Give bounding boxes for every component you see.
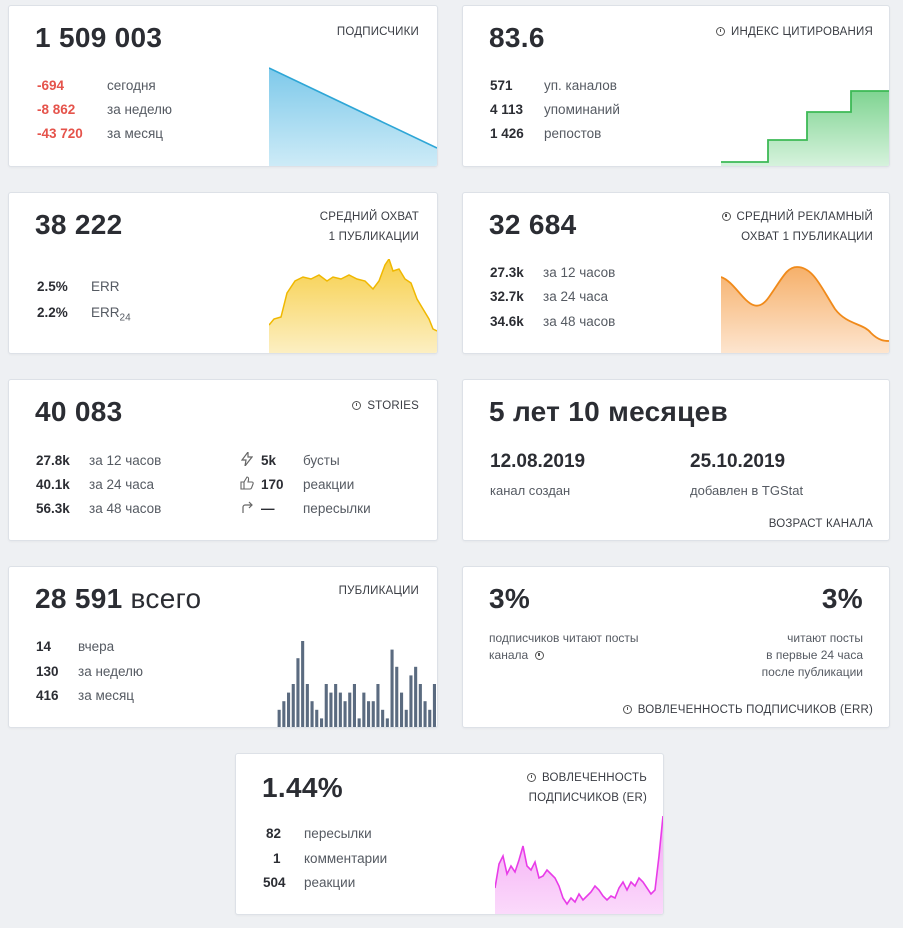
added-date: 25.10.2019: [690, 451, 786, 472]
engagement-er-caption: ВОВЛЕЧЕННОСТЬ ПОДПИСЧИКОВ (ER): [527, 772, 647, 804]
channel-age-card[interactable]: 5 лет 10 месяцев 12.08.2019 канал создан…: [462, 379, 890, 541]
publications-bar: [418, 684, 422, 727]
reach-caption: СРЕДНИЙ ОХВАТ 1 ПУБЛИКАЦИИ: [319, 211, 419, 243]
publications-bar: [320, 718, 324, 727]
publications-bar: [291, 684, 295, 727]
reach-card[interactable]: 38 222 СРЕДНИЙ ОХВАТ 1 ПУБЛИКАЦИИ 2.5% ERR…: [8, 192, 438, 354]
publications-bar: [390, 649, 394, 727]
publications-bar: [310, 701, 314, 727]
publications-bar: [343, 701, 347, 727]
publications-bar: [432, 684, 436, 727]
forward-arrow-icon: [241, 501, 254, 517]
thumbs-up-icon: [240, 476, 254, 493]
citation-card[interactable]: 83.6 ИНДЕКС ЦИТИРОВАНИЯ 571 уп. каналов 4…: [462, 5, 890, 167]
info-icon[interactable]: [527, 773, 537, 782]
publications-bar: [315, 709, 319, 727]
engagement-err-caption: ВОВЛЕЧЕННОСТЬ ПОДПИСЧИКОВ (ERR): [622, 700, 873, 720]
publications-bar-chart: [277, 641, 436, 727]
publications-bar: [414, 666, 418, 727]
publications-bar: [296, 658, 300, 727]
publications-bar: [301, 641, 305, 727]
err-left-value: 3%: [489, 583, 531, 614]
citation-sparkline: [721, 90, 889, 166]
subscribers-card[interactable]: 1 509 003 ПОДПИСЧИКИ -694 сегодня -8 862 з…: [8, 5, 438, 167]
publications-bar: [334, 684, 338, 727]
ad-reach-sparkline: [721, 266, 889, 353]
publications-bar: [329, 692, 333, 727]
citation-caption: ИНДЕКС ЦИТИРОВАНИЯ: [716, 22, 873, 42]
err-left-text: подписчиков читают посты канала: [489, 631, 639, 662]
publications-bar: [371, 701, 375, 727]
publications-bar: [381, 709, 385, 727]
ad-reach-caption: СРЕДНИЙ РЕКЛАМНЫЙ ОХВАТ 1 ПУБЛИКАЦИИ: [721, 207, 873, 247]
publications-bar: [376, 684, 380, 727]
publications-card[interactable]: 28 591 всего ПУБЛИКАЦИИ 14 вчера 130 за не…: [8, 566, 438, 728]
publications-bar: [282, 701, 286, 727]
er-sparkline: [495, 816, 663, 914]
publications-caption: ПУБЛИКАЦИИ: [338, 585, 419, 597]
subscribers-value: 1 509 003: [35, 22, 163, 53]
info-icon[interactable]: [721, 212, 731, 221]
ad-reach-card[interactable]: 32 684 СРЕДНИЙ РЕКЛАМНЫЙ ОХВАТ 1 ПУБЛИКА…: [462, 192, 890, 354]
info-icon[interactable]: [716, 27, 726, 36]
channel-age-caption: ВОЗРАСТ КАНАЛА: [768, 518, 873, 530]
engagement-err-card[interactable]: 3% подписчиков читают посты канала 3% чи…: [462, 566, 890, 728]
publications-bar: [277, 709, 281, 727]
publications-bar: [348, 692, 352, 727]
added-label: добавлен в TGStat: [690, 483, 804, 498]
publications-bar: [324, 684, 328, 727]
publications-bar: [357, 718, 361, 727]
publications-bar: [409, 675, 413, 727]
engagement-er-card[interactable]: 1.44% ВОВЛЕЧЕННОСТЬ ПОДПИСЧИКОВ (ER) 82 п…: [235, 753, 664, 915]
err-right-value: 3%: [821, 583, 863, 614]
publications-bar: [305, 684, 309, 727]
subscribers-caption: ПОДПИСЧИКИ: [336, 26, 419, 38]
info-icon[interactable]: [622, 705, 632, 714]
publications-bar: [395, 666, 399, 727]
publications-bar: [362, 692, 366, 727]
publications-bar: [423, 701, 427, 727]
channel-age-value: 5 лет 10 месяцев: [489, 396, 729, 427]
publications-bar: [338, 692, 342, 727]
publications-bar: [352, 684, 356, 727]
created-date: 12.08.2019: [490, 451, 586, 472]
subscribers-sparkline: [269, 67, 437, 166]
publications-value: 28 591 всего: [35, 583, 202, 614]
publications-bar: [385, 718, 389, 727]
publications-bar: [404, 709, 408, 727]
publications-bar: [287, 692, 291, 727]
stories-card[interactable]: 40 083 STORIES 27.8k за 12 часов 40.1k за …: [8, 379, 438, 541]
stories-value: 40 083: [35, 396, 123, 427]
stories-caption: STORIES: [352, 396, 419, 416]
citation-value: 83.6: [489, 22, 545, 53]
reach-sparkline: [269, 259, 437, 353]
publications-bar: [428, 709, 432, 727]
publications-bar: [400, 692, 404, 727]
reach-value: 38 222: [35, 209, 123, 240]
lightning-icon: [240, 450, 254, 469]
info-icon[interactable]: [352, 401, 362, 410]
er-value: 1.44%: [262, 772, 343, 803]
info-icon[interactable]: [534, 651, 544, 660]
err-right-text: читают посты в первые 24 часа после публ…: [761, 631, 863, 679]
created-label: канал создан: [490, 483, 571, 498]
ad-reach-value: 32 684: [489, 209, 577, 240]
publications-bar: [367, 701, 371, 727]
